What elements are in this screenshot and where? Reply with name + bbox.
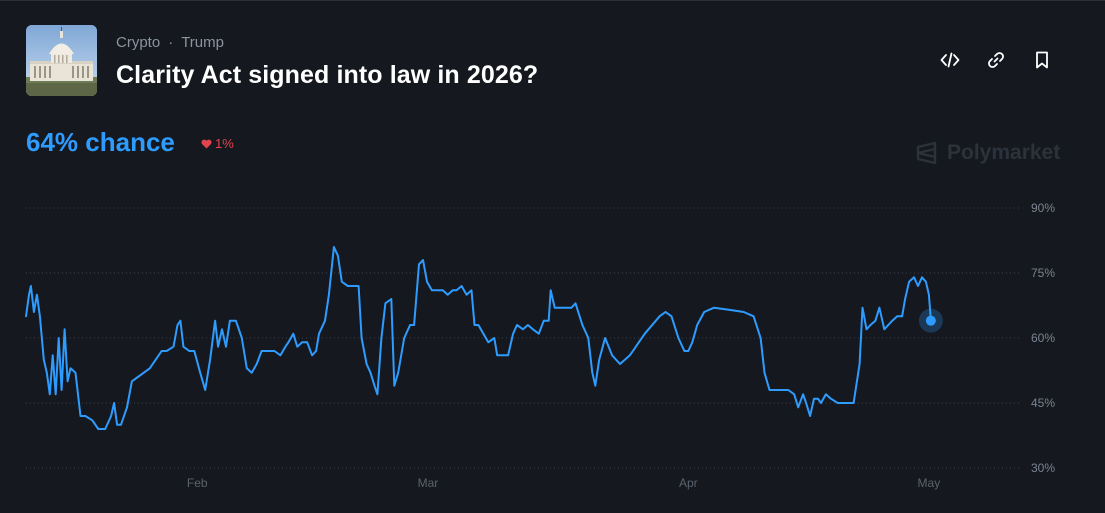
y-tick-label: 60% xyxy=(1031,331,1055,345)
category-link-crypto[interactable]: Crypto xyxy=(116,34,161,51)
category-separator: · xyxy=(168,34,174,51)
chance-change: 1% xyxy=(201,136,234,151)
x-tick-label: Mar xyxy=(418,476,439,490)
chance-change-value: 1% xyxy=(215,136,234,151)
polymarket-watermark: Polymarket xyxy=(915,141,1060,165)
current-point[interactable] xyxy=(925,315,936,326)
price-chart[interactable]: 90% 75% 60% 45% 30% Feb Mar Apr May xyxy=(0,190,1105,513)
capitol-image xyxy=(26,25,97,96)
heart-down-icon xyxy=(201,139,212,148)
x-tick-label: May xyxy=(918,476,941,490)
polymarket-logo-icon xyxy=(916,141,937,165)
link-icon xyxy=(988,52,1004,68)
x-tick-label: Apr xyxy=(679,476,698,490)
y-tick-label: 90% xyxy=(1031,201,1055,215)
x-axis-ticks: Feb Mar Apr May xyxy=(187,476,940,490)
embed-icon xyxy=(940,52,960,68)
y-tick-label: 30% xyxy=(1031,461,1055,475)
x-tick-label: Feb xyxy=(187,476,208,490)
action-toolbar xyxy=(940,50,1052,70)
bookmark-icon xyxy=(1036,51,1048,69)
y-tick-label: 75% xyxy=(1031,266,1055,280)
embed-button[interactable] xyxy=(940,50,960,70)
category-breadcrumb: Crypto · Trump xyxy=(116,34,224,51)
copy-link-button[interactable] xyxy=(986,50,1006,70)
chance-value: 64% chance xyxy=(26,127,175,157)
y-axis-ticks: 90% 75% 60% 45% 30% xyxy=(1031,201,1055,475)
category-link-trump[interactable]: Trump xyxy=(181,34,224,51)
price-series-line xyxy=(25,246,932,430)
y-tick-label: 45% xyxy=(1031,396,1055,410)
market-title: Clarity Act signed into law in 2026? xyxy=(116,61,539,89)
market-image[interactable] xyxy=(26,25,97,96)
bookmark-button[interactable] xyxy=(1032,50,1052,70)
top-divider xyxy=(0,0,1105,1)
brand-name: Polymarket xyxy=(947,141,1061,164)
